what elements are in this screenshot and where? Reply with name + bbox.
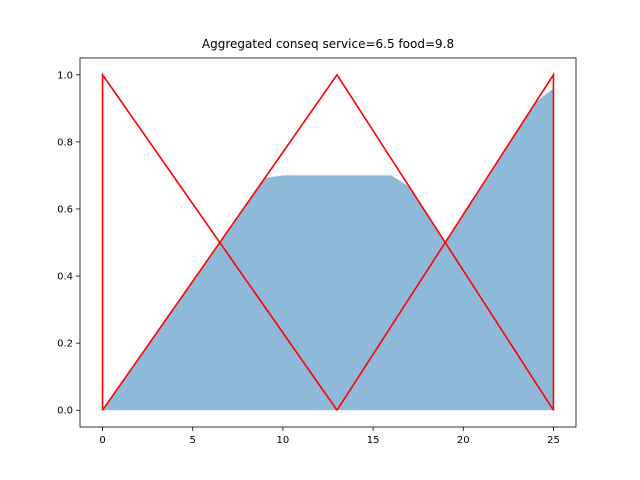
y-tick-label: 0.6 (57, 204, 73, 215)
membership-lines-layer (101, 72, 555, 411)
membership-line-1 (101, 72, 338, 411)
membership-line-3 (336, 72, 555, 411)
x-tick-label: 15 (367, 435, 380, 446)
y-axis-ticks: 0.0 0.2 0.4 0.6 0.8 1.0 (57, 70, 80, 417)
axes-frame (79, 57, 577, 428)
aggregated-area (102, 88, 554, 411)
y-tick-label: 0.4 (57, 272, 73, 283)
x-tick-label: 20 (457, 435, 470, 446)
x-axis-ticks: 0 5 10 15 20 25 (99, 427, 560, 446)
x-tick-label: 25 (547, 435, 560, 446)
y-tick-label: 1.0 (57, 70, 73, 81)
x-tick-label: 10 (277, 435, 290, 446)
x-tick-label: 0 (99, 435, 105, 446)
membership-line-2 (101, 73, 555, 411)
x-tick-label: 5 (190, 435, 196, 446)
y-tick-label: 0.8 (57, 137, 73, 148)
y-tick-label: 0.0 (57, 406, 73, 417)
aggregated-area-layer (102, 88, 554, 411)
chart-title: Aggregated conseq service=6.5 food=9.8 (202, 37, 454, 51)
y-tick-label: 0.2 (57, 339, 73, 350)
